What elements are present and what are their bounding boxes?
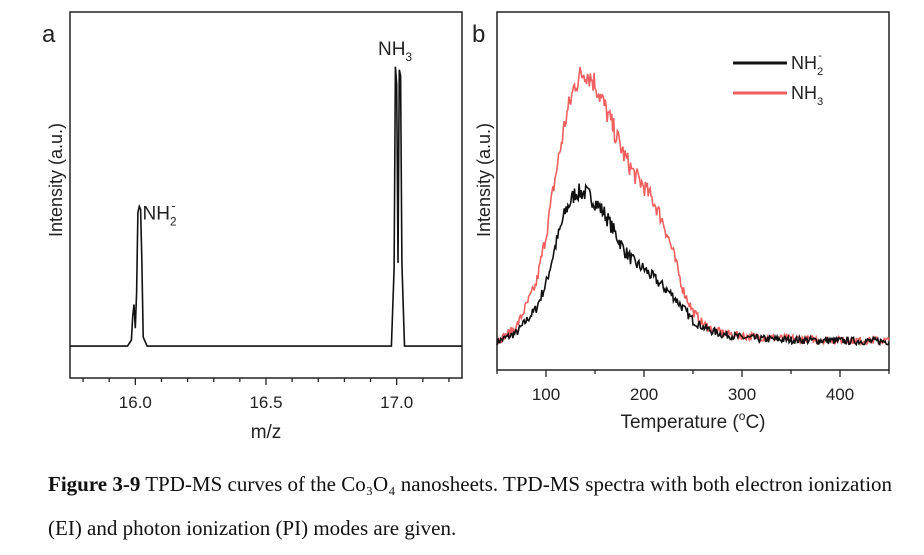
x-tick-label: 16.5 bbox=[249, 393, 282, 412]
panel-b-x-ticks: 100 200 300 400 bbox=[496, 370, 890, 404]
x-tick-label: 300 bbox=[728, 385, 756, 404]
figure-svg: a Intensity (a.u.) m/z 16.0 16.5 17.0 NH2-… bbox=[42, 11, 890, 443]
legend-label: NH2- bbox=[791, 50, 823, 78]
panel-a-x-axis-label: m/z bbox=[251, 422, 282, 443]
annotation-nh2: NH2- bbox=[143, 199, 177, 228]
x-tick-label: 16.0 bbox=[119, 393, 152, 412]
panel-b: b Intensity (a.u.) Temperature (oC) 100 2… bbox=[472, 11, 890, 433]
panel-a-letter: a bbox=[42, 21, 56, 48]
caption-label: Figure 3-9 bbox=[48, 472, 141, 496]
caption-text: TPD-MS curves of the Co₃O₄ nanosheets. T… bbox=[48, 472, 893, 540]
x-tick-label: 200 bbox=[630, 385, 658, 404]
panel-a: a Intensity (a.u.) m/z 16.0 16.5 17.0 NH2-… bbox=[42, 11, 463, 443]
panel-b-y-axis-label: Intensity (a.u.) bbox=[474, 123, 494, 237]
panel-a-series-line bbox=[70, 66, 462, 347]
panel-b-series-nh2-line bbox=[496, 182, 890, 347]
x-tick-label: 400 bbox=[826, 385, 854, 404]
x-tick-label: 17.0 bbox=[380, 393, 413, 412]
panel-b-legend: NH2- NH3 bbox=[733, 50, 823, 108]
legend-label: NH3 bbox=[791, 83, 823, 108]
panel-b-series-nh3-line bbox=[496, 66, 890, 347]
panel-b-x-axis-label: Temperature (oC) bbox=[620, 409, 765, 433]
annotation-nh3: NH3 bbox=[378, 39, 412, 64]
figure-caption: Figure 3-9 TPD-MS curves of the Co₃O₄ na… bbox=[48, 462, 908, 550]
panel-b-letter: b bbox=[472, 21, 485, 48]
x-tick-label: 100 bbox=[532, 385, 560, 404]
panel-a-y-axis-label: Intensity (a.u.) bbox=[46, 123, 66, 237]
figure: a Intensity (a.u.) m/z 16.0 16.5 17.0 NH2-… bbox=[42, 11, 890, 443]
panel-a-x-ticks: 16.0 16.5 17.0 bbox=[82, 378, 450, 412]
panel-a-annotations: NH2- NH3 bbox=[143, 39, 413, 228]
